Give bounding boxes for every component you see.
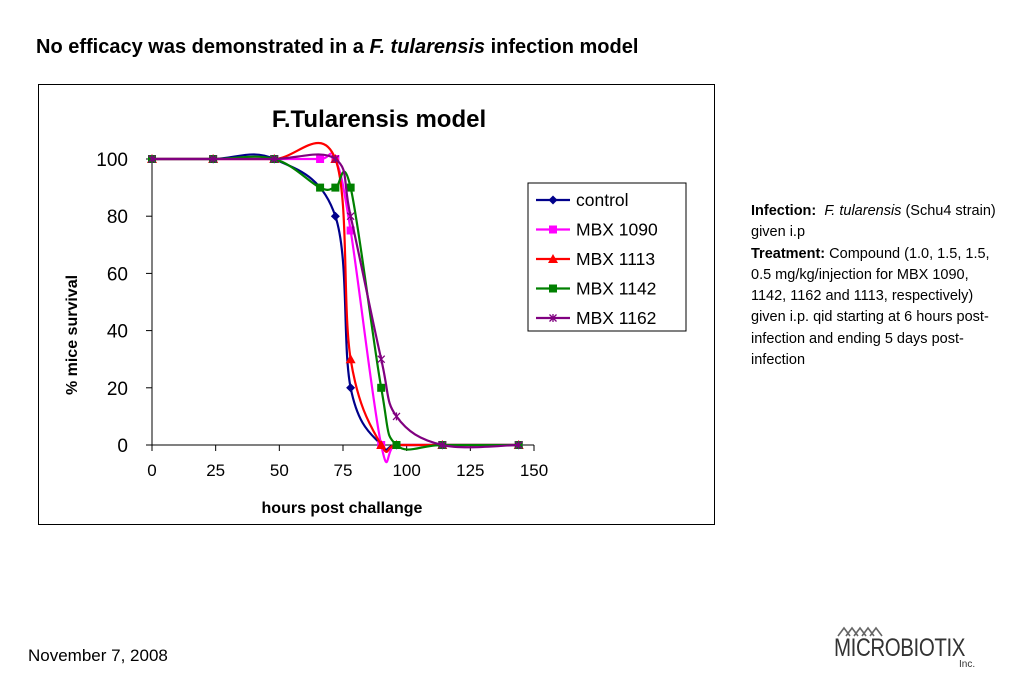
- data-point: [331, 183, 340, 192]
- legend: control MBX 1090 MBX 1113 MBX 1142 MBX 1162: [527, 182, 687, 332]
- infection-text: (Schu4 strain) given i.p: [751, 203, 996, 241]
- x-tick-label: 0: [147, 461, 156, 480]
- series-lines: [147, 141, 524, 464]
- data-point: [316, 183, 325, 192]
- data-point: [377, 383, 386, 392]
- data-point: [209, 155, 218, 163]
- legend-label: MBX 1162: [576, 308, 656, 328]
- data-point: [330, 211, 340, 221]
- series-4: [148, 155, 523, 451]
- series-line: [152, 153, 519, 451]
- legend-label: control: [576, 190, 629, 210]
- treatment-text: Compound (1.0, 1.5, 1.5, 0.5 mg/kg/injec…: [751, 245, 990, 369]
- y-tick-label: 0: [117, 436, 128, 457]
- data-point: [270, 155, 279, 163]
- slide-title-text: No efficacy was demonstrated in a: [36, 36, 370, 58]
- legend-marker: [549, 225, 557, 234]
- series-1: [147, 153, 524, 451]
- treatment-label: Treatment:: [751, 245, 826, 262]
- data-point: [392, 441, 401, 449]
- y-tick-label: 20: [107, 379, 128, 400]
- series-line: [152, 155, 519, 451]
- slide-title-suffix: infection model: [485, 36, 639, 58]
- x-tick-label: 100: [392, 461, 420, 480]
- data-point: [438, 441, 447, 449]
- data-point: [392, 412, 401, 421]
- series-line: [152, 153, 519, 449]
- x-axis-label: hours post challange: [262, 500, 423, 517]
- survival-chart: F.Tularensis model % mice survival hours…: [64, 106, 687, 517]
- data-point: [346, 383, 356, 393]
- experiment-info: Infection: F. tularensis (Schu4 strain) …: [751, 201, 1001, 371]
- company-logo: MICROBIOTIX Inc.: [832, 626, 982, 674]
- data-point: [376, 440, 387, 449]
- logo-arc-icon: [837, 626, 883, 637]
- data-point: [346, 226, 355, 235]
- data-point: [316, 155, 325, 163]
- x-tick-label: 150: [520, 461, 548, 480]
- legend-marker: [549, 314, 557, 322]
- data-point: [331, 155, 340, 163]
- y-tick-label: 40: [107, 322, 128, 343]
- legend-marker: [548, 254, 558, 263]
- x-tick-label: 25: [206, 461, 225, 480]
- y-tick-label: 80: [107, 207, 128, 228]
- chart-frame: F.Tularensis model % mice survival hours…: [38, 84, 715, 525]
- legend-marker: [549, 284, 557, 293]
- series-2: [148, 152, 523, 464]
- x-tick-label: 75: [334, 461, 353, 480]
- y-axis-label: % mice survival: [64, 275, 81, 395]
- data-point: [514, 441, 523, 449]
- legend-marker: [548, 195, 558, 205]
- y-tick-label: 100: [96, 150, 128, 171]
- data-point: [377, 355, 386, 364]
- logo-inc: Inc.: [959, 659, 976, 670]
- data-point: [346, 212, 355, 221]
- logo-wordmark: MICROBIOTIX: [834, 634, 966, 662]
- infection-organism: F. tularensis: [824, 203, 902, 219]
- series-5: [148, 153, 523, 449]
- chart-title: F.Tularensis model: [272, 106, 486, 133]
- slide-title: No efficacy was demonstrated in a F. tul…: [36, 36, 638, 59]
- footer-date: November 7, 2008: [28, 646, 168, 665]
- data-point: [345, 354, 356, 364]
- y-tick-label: 60: [107, 264, 128, 285]
- infection-label: Infection:: [751, 203, 817, 219]
- data-point: [346, 183, 355, 192]
- legend-label: MBX 1113: [576, 249, 655, 269]
- legend-label: MBX 1090: [576, 220, 658, 240]
- x-tick-label: 125: [456, 461, 484, 480]
- axes: 0 20 40 60 80 100 0 25 50 75 100 125 150: [96, 150, 548, 480]
- series-line: [152, 152, 519, 464]
- legend-label: MBX 1142: [576, 279, 656, 299]
- data-point: [148, 155, 156, 163]
- x-tick-label: 50: [270, 461, 289, 480]
- slide-title-italic: F. tularensis: [369, 36, 486, 58]
